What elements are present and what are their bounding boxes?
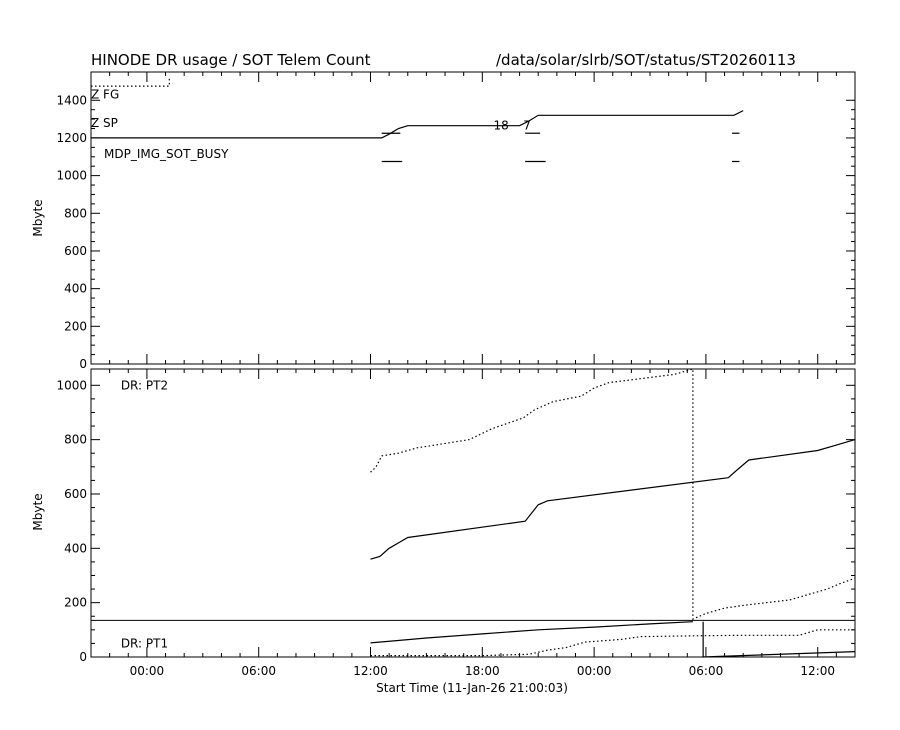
series-line-solid xyxy=(370,439,856,560)
series-line-dotted xyxy=(370,629,855,657)
y-tick-label: 400 xyxy=(64,282,87,296)
y-tick-label: 600 xyxy=(64,487,87,501)
y-axis-label: Mbyte xyxy=(31,493,45,530)
y-tick-label: 0 xyxy=(79,650,87,664)
series-line-dotted xyxy=(91,77,170,87)
annotation-label: DR: PT2 xyxy=(121,378,168,392)
annotation-label: Z SP xyxy=(91,116,118,130)
y-tick-label: 200 xyxy=(64,319,87,333)
series-line-solid xyxy=(370,621,693,644)
x-tick-label: 06:00 xyxy=(689,664,724,678)
y-tick-label: 1200 xyxy=(56,131,87,145)
y-tick-label: 0 xyxy=(79,357,87,371)
y-tick-label: 400 xyxy=(64,541,87,555)
series-line-solid xyxy=(91,110,744,139)
y-tick-label: 600 xyxy=(64,244,87,258)
y-axis-label: Mbyte xyxy=(31,199,45,236)
annotation-label: MDP_IMG_SOT_BUSY xyxy=(104,147,229,161)
x-tick-label: 00:00 xyxy=(577,664,612,678)
x-tick-label: 06:00 xyxy=(241,664,276,678)
y-tick-label: 1000 xyxy=(56,169,87,183)
x-tick-label: 12:00 xyxy=(353,664,388,678)
y-tick-label: 1400 xyxy=(56,93,87,107)
y-tick-label: 800 xyxy=(64,433,87,447)
y-tick-label: 800 xyxy=(64,206,87,220)
series-line-solid xyxy=(702,651,856,658)
annotation-label: 7 xyxy=(523,119,531,133)
status-file-path: /data/solar/slrb/SOT/status/ST20260113 xyxy=(496,51,796,69)
bottom-panel: 0 200 400 600 800 1000 00:00 06:00 12:00 18:00 00:… xyxy=(31,368,856,678)
x-tick-label: 12:00 xyxy=(800,664,835,678)
annotation-label: 18 xyxy=(493,119,508,133)
series-line-dotted xyxy=(370,368,856,620)
chart-title: HINODE DR usage / SOT Telem Count xyxy=(91,51,371,69)
x-tick-label: 18:00 xyxy=(465,664,500,678)
plot-frame xyxy=(90,71,856,365)
plot-frame xyxy=(90,368,856,658)
top-panel: 0 200 400 600 800 1000 1200 1400 Mbyte Z FG Z SP MD… xyxy=(31,71,856,371)
y-tick-label: 1000 xyxy=(56,378,87,392)
annotation-label: Z FG xyxy=(91,88,119,102)
x-tick-label: 00:00 xyxy=(130,664,165,678)
annotation-label: DR: PT1 xyxy=(121,636,168,650)
y-tick-label: 200 xyxy=(64,596,87,610)
x-axis-label: Start Time (11-Jan-26 21:00:03) xyxy=(376,681,568,695)
